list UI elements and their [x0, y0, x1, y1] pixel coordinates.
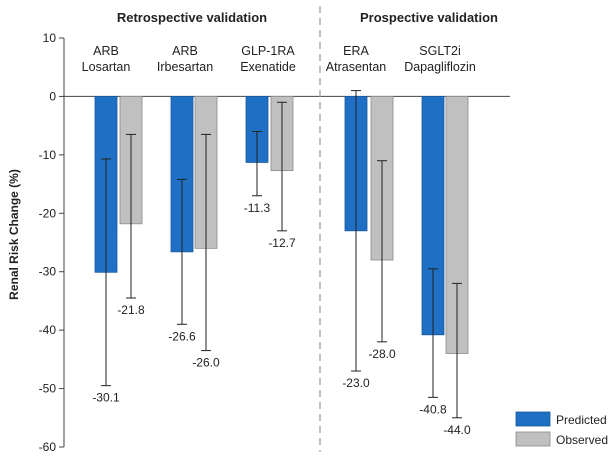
y-tick-label: -10	[39, 148, 57, 162]
legend-label-predicted: Predicted	[556, 413, 607, 427]
category-label-line2: Dapagliflozin	[404, 60, 476, 74]
category-label-line2: Exenatide	[240, 60, 296, 74]
category-label-line1: ARB	[172, 44, 198, 58]
bars-layer	[94, 90, 469, 419]
group-title: Prospective validation	[360, 10, 498, 25]
y-axis-title: Renal Risk Change (%)	[7, 169, 21, 300]
category-label-line2: Atrasentan	[326, 60, 387, 74]
observed-value-label: -12.7	[268, 236, 296, 250]
category-label-line1: ERA	[343, 44, 369, 58]
y-tick-label: -60	[39, 440, 57, 454]
legend-swatch-predicted	[515, 411, 551, 427]
y-tick-label: -40	[39, 323, 57, 337]
observed-value-label: -21.8	[117, 303, 145, 317]
predicted-value-label: -30.1	[92, 391, 120, 405]
legend: Predicted Observed	[515, 411, 608, 447]
predicted-value-label: -26.6	[168, 329, 196, 343]
category-label-line1: SGLT2i	[419, 44, 460, 58]
category-label-line2: Irbesartan	[157, 60, 213, 74]
legend-label-observed: Observed	[556, 433, 608, 447]
labels-layer: Retrospective validation Prospective vali…	[82, 10, 498, 437]
y-tick-label: -50	[39, 382, 57, 396]
category-label-line2: Losartan	[82, 60, 131, 74]
legend-swatch-observed	[515, 431, 551, 447]
group-title: Retrospective validation	[117, 10, 267, 25]
y-tick-label: 10	[43, 31, 57, 45]
y-tick-label: -20	[39, 206, 57, 220]
observed-value-label: -44.0	[443, 423, 471, 437]
observed-value-label: -26.0	[192, 356, 220, 370]
y-tick-label: -30	[39, 265, 57, 279]
category-label-line1: GLP-1RA	[241, 44, 295, 58]
predicted-value-label: -40.8	[419, 402, 447, 416]
predicted-value-label: -23.0	[342, 376, 370, 390]
predicted-value-label: -11.3	[244, 201, 271, 215]
y-tick-label: 0	[49, 89, 56, 103]
observed-value-label: -28.0	[368, 347, 396, 361]
category-label-line1: ARB	[93, 44, 119, 58]
